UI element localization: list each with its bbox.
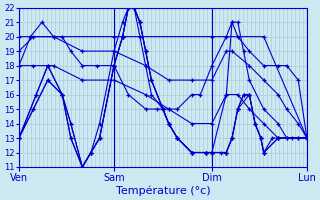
X-axis label: Température (°c): Température (°c) [116,185,210,196]
